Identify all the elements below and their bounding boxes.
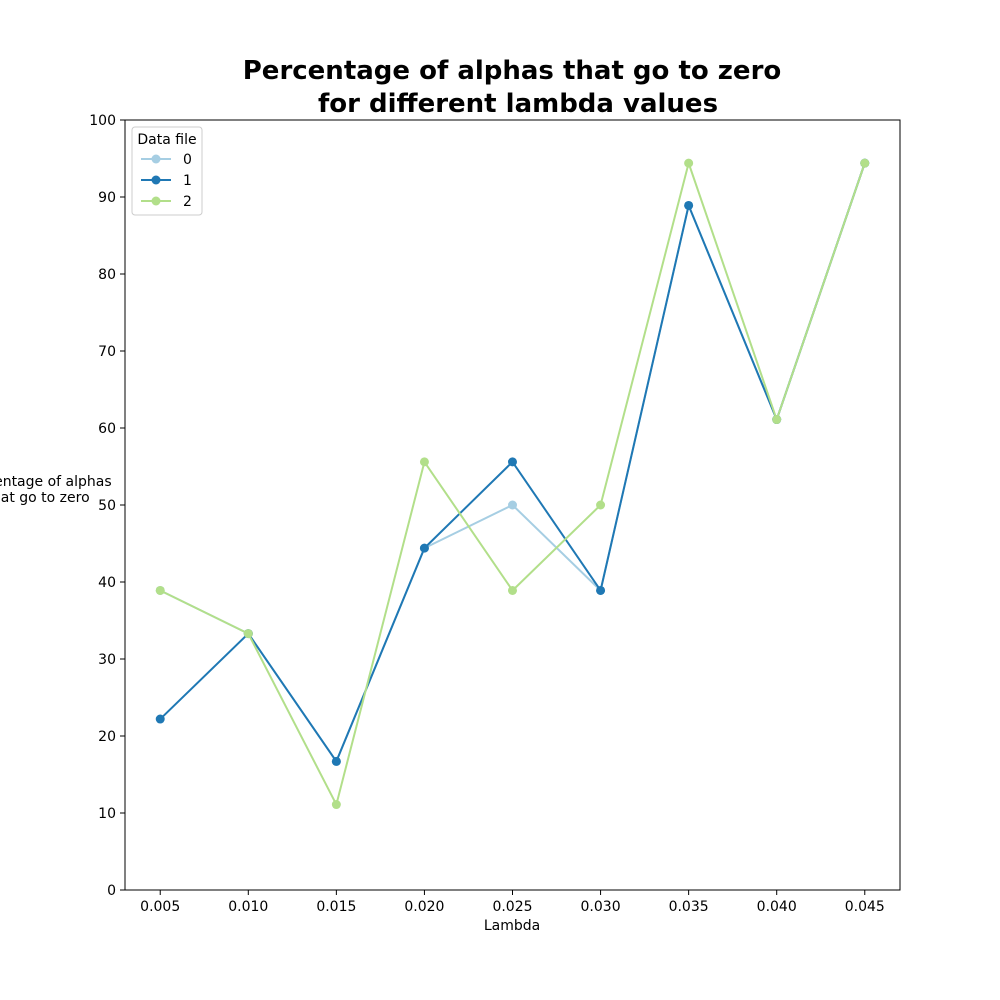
x-tick-label: 0.035 [669, 899, 709, 915]
legend-box [131, 126, 203, 216]
data-point-series-1 [331, 756, 341, 766]
legend-title: Data file [137, 132, 196, 148]
data-point-series-2 [243, 629, 253, 639]
legend-label: 2 [183, 194, 192, 210]
data-point-series-2 [508, 585, 517, 595]
x-tick-label: 0.015 [316, 899, 356, 915]
x-tick-label: 0.045 [845, 899, 885, 915]
x-tick-label: 0.010 [228, 899, 268, 915]
x-tick-label: 0.005 [140, 899, 180, 915]
y-tick-label: 10 [98, 806, 116, 822]
data-point-series-0 [508, 500, 517, 510]
y-tick-label: 60 [98, 421, 116, 437]
y-tick-label: 70 [98, 344, 116, 360]
y-axis-label-line-2: that go to zero [0, 490, 90, 506]
data-point-series-2 [419, 457, 429, 467]
x-tick-label: 0.030 [581, 899, 621, 915]
y-tick-label: 20 [98, 729, 116, 745]
data-point-series-2 [155, 585, 165, 595]
data-point-series-1 [419, 543, 429, 553]
data-point-series-2 [596, 500, 606, 510]
y-tick-label: 0 [107, 883, 116, 899]
y-tick-label: 50 [98, 498, 116, 514]
legend-label: 0 [183, 152, 192, 168]
data-point-series-2 [684, 158, 694, 168]
x-axis-label: Lambda [484, 918, 540, 934]
data-point-series-1 [508, 457, 517, 467]
x-tick-label: 0.020 [404, 899, 444, 915]
data-point-series-2 [331, 800, 341, 810]
chart-title-line-1: Percentage of alphas that go to zero [243, 56, 782, 86]
chart-title-line-2: for different lambda values [318, 89, 718, 119]
y-axis-label-line-1: Percentage of alphas [0, 474, 112, 490]
y-tick-label: 80 [98, 267, 116, 283]
plot-frame [124, 119, 901, 891]
y-tick-label: 40 [98, 575, 116, 591]
data-point-series-1 [596, 585, 606, 595]
y-tick-label: 30 [98, 652, 116, 668]
data-point-series-2 [860, 158, 870, 168]
data-point-series-1 [684, 200, 694, 210]
legend-swatch-marker [151, 154, 161, 164]
x-tick-label: 0.025 [492, 899, 532, 915]
data-point-series-2 [772, 415, 782, 425]
legend: Data file 0 1 2 [131, 126, 203, 216]
x-tick-label: 0.040 [757, 899, 797, 915]
data-point-series-1 [155, 714, 165, 724]
y-tick-label: 90 [98, 190, 116, 206]
legend-swatch-marker [151, 196, 161, 206]
legend-label: 1 [183, 173, 192, 189]
y-tick-label: 100 [89, 113, 116, 129]
legend-swatch-marker [151, 175, 161, 185]
